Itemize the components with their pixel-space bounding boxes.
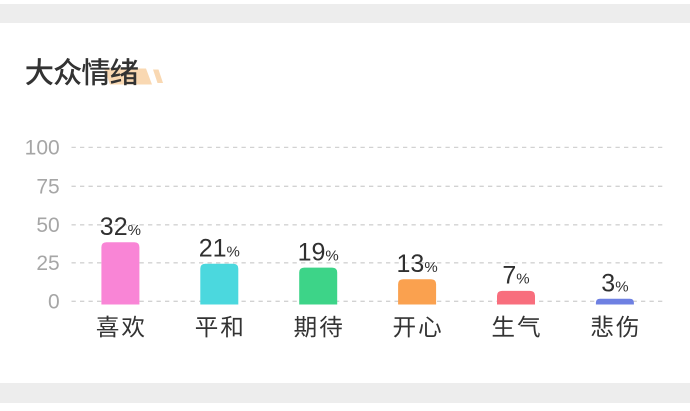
svg-text:19%: 19%	[298, 238, 339, 266]
svg-text:50: 50	[36, 214, 59, 237]
svg-text:75: 75	[36, 176, 59, 199]
svg-text:32%: 32%	[100, 213, 141, 241]
svg-text:13%: 13%	[397, 250, 438, 278]
svg-text:0: 0	[48, 291, 60, 314]
svg-text:3%: 3%	[601, 270, 628, 298]
svg-text:7%: 7%	[502, 262, 529, 290]
svg-text:21%: 21%	[199, 235, 240, 263]
svg-text:100: 100	[25, 137, 60, 160]
svg-text:25: 25	[36, 252, 59, 275]
